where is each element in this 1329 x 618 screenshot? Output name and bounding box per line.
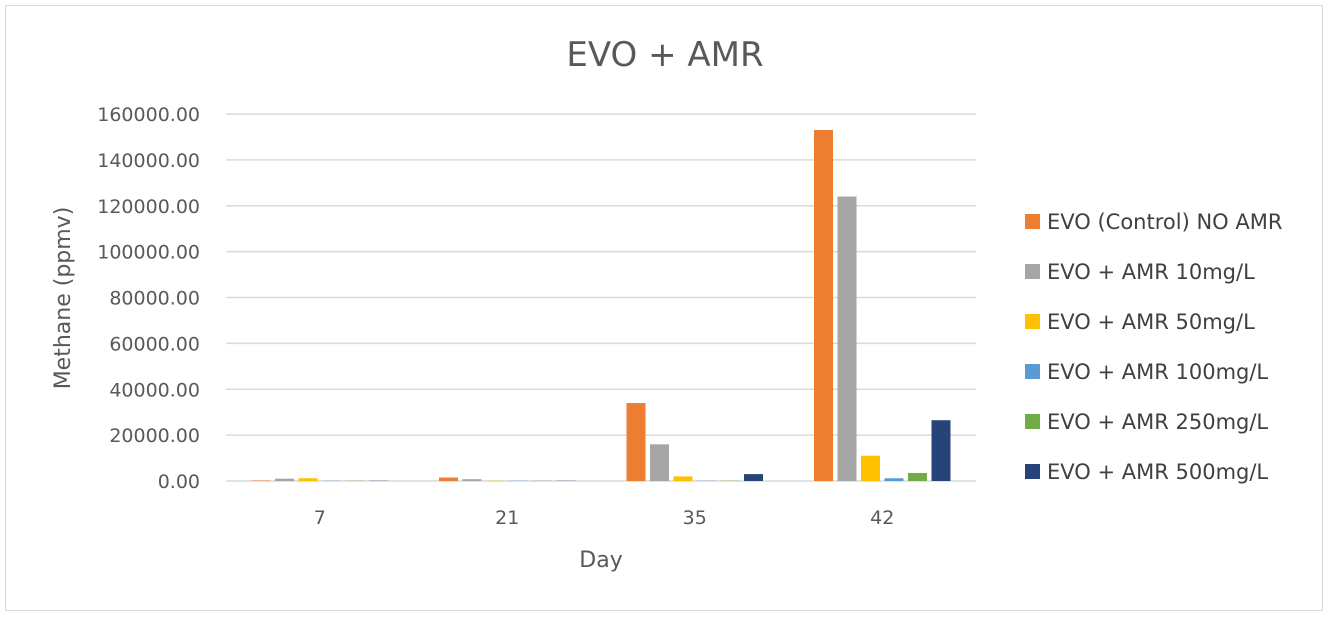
bar [626, 403, 646, 481]
x-tick-label: 7 [314, 507, 326, 529]
legend-label: EVO + AMR 100mg/L [1047, 360, 1268, 384]
x-tick-label: 35 [683, 507, 707, 529]
legend-swatch [1025, 264, 1040, 279]
y-axis-title: Methane (ppmv) [51, 207, 76, 390]
bar [814, 130, 833, 481]
legend-label: EVO + AMR 50mg/L [1047, 310, 1255, 334]
legend-label: EVO + AMR 10mg/L [1047, 260, 1255, 284]
bar [673, 476, 693, 481]
x-tick-label: 42 [870, 507, 894, 529]
y-tick-label: 140000.00 [97, 150, 200, 172]
legend-swatch [1025, 414, 1040, 429]
legend: EVO (Control) NO AMR EVO + AMR 10mg/L EVO … [1025, 210, 1282, 484]
y-tick-label: 0.00 [158, 471, 200, 493]
legend-swatch [1025, 364, 1040, 379]
bar [462, 479, 482, 481]
bar [908, 472, 927, 481]
bars [251, 130, 951, 481]
legend-swatch [1025, 464, 1040, 479]
bar [884, 478, 904, 481]
y-axis-tick-labels: 0.00 20000.00 40000.00 60000.00 80000.00 1000… [97, 104, 200, 493]
gridlines [226, 113, 976, 482]
x-tick-label: 21 [495, 507, 519, 529]
x-axis-title: Day [579, 548, 622, 573]
bar [931, 420, 951, 481]
legend-swatch [1025, 214, 1040, 229]
bar [650, 444, 669, 481]
bar [275, 478, 294, 481]
bar [439, 477, 458, 481]
bar [837, 196, 857, 481]
legend-label: EVO + AMR 250mg/L [1047, 410, 1268, 434]
y-tick-label: 60000.00 [109, 333, 200, 355]
chart-title: EVO + AMR [566, 35, 763, 75]
bar [744, 474, 763, 481]
y-tick-label: 40000.00 [109, 379, 200, 401]
y-tick-label: 80000.00 [109, 288, 200, 310]
legend-label: EVO + AMR 500mg/L [1047, 460, 1268, 484]
chart-frame [5, 5, 1323, 611]
x-axis-tick-labels: 7 21 35 42 [314, 507, 895, 529]
bar [298, 478, 318, 481]
y-tick-label: 160000.00 [97, 104, 200, 126]
y-tick-label: 120000.00 [97, 196, 200, 218]
legend-swatch [1025, 314, 1040, 329]
legend-label: EVO (Control) NO AMR [1047, 210, 1282, 234]
bar [861, 455, 880, 481]
y-tick-label: 20000.00 [109, 425, 200, 447]
y-tick-label: 100000.00 [97, 242, 200, 264]
